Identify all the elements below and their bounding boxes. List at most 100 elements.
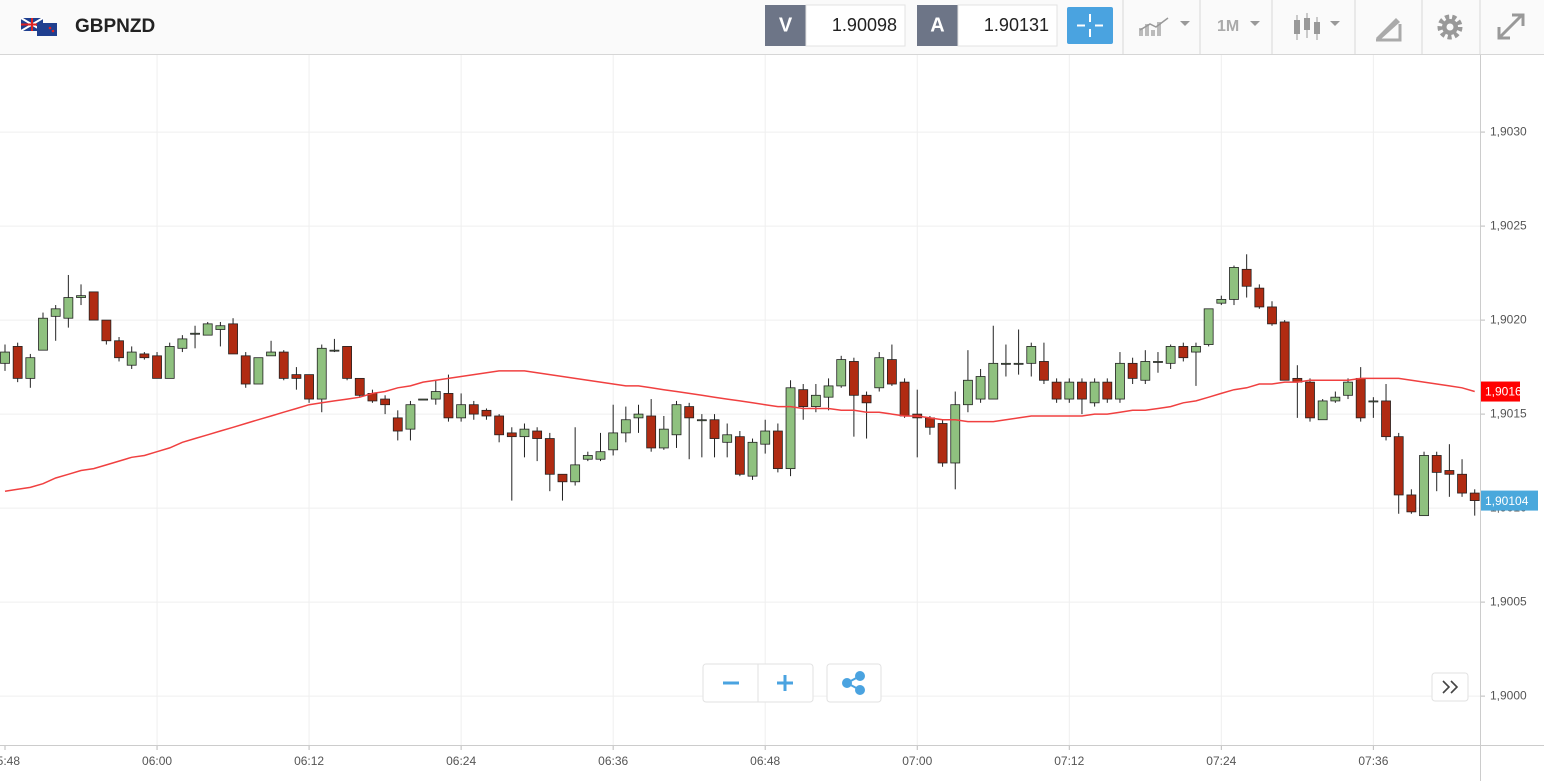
candle-body bbox=[278, 351, 289, 379]
candle-body bbox=[468, 404, 479, 415]
candle-body bbox=[1330, 396, 1341, 402]
candle-body bbox=[1431, 455, 1442, 473]
candle-body bbox=[1317, 400, 1328, 421]
settings-button[interactable] bbox=[1437, 14, 1463, 40]
candle-body bbox=[190, 332, 200, 335]
candle-body bbox=[101, 319, 112, 342]
indicator-button[interactable] bbox=[1139, 17, 1190, 36]
candle-body bbox=[304, 374, 314, 400]
candle-body bbox=[582, 455, 593, 460]
share-icon bbox=[842, 671, 865, 695]
candle-body bbox=[1279, 321, 1290, 381]
candle-body bbox=[0, 351, 10, 364]
candle-body bbox=[1444, 470, 1455, 475]
candle-body bbox=[1013, 362, 1024, 365]
candle-body bbox=[329, 349, 340, 352]
toolbar: GBPNZD V 1.90098 A 1.90131 1M bbox=[0, 0, 1544, 55]
candle-body bbox=[481, 409, 492, 417]
timeframe-button[interactable]: 1M bbox=[1217, 18, 1260, 35]
candle-body bbox=[1001, 362, 1011, 365]
plot-area: 1,90001,90051,90101,90151,90201,90251,90… bbox=[0, 55, 1544, 781]
candle-body bbox=[823, 385, 834, 398]
candle-body bbox=[63, 297, 74, 319]
bid-box bbox=[805, 4, 906, 47]
candle-body bbox=[76, 295, 86, 298]
candle-body bbox=[950, 404, 961, 464]
candle-body bbox=[887, 359, 897, 385]
candle-body bbox=[1267, 306, 1277, 325]
draw-button[interactable] bbox=[1376, 18, 1402, 42]
candle-body bbox=[266, 351, 276, 357]
candle-body bbox=[595, 451, 606, 460]
ask-price: 1.90131 bbox=[984, 15, 1049, 35]
candle-body bbox=[392, 417, 403, 432]
candle-body bbox=[620, 419, 631, 434]
candle-body bbox=[1039, 361, 1049, 381]
ma-badge-label: 1,9016 bbox=[1485, 385, 1522, 399]
candle-body bbox=[1203, 308, 1214, 345]
candle-body bbox=[1381, 400, 1391, 438]
candle-body bbox=[1343, 381, 1353, 396]
moving-average-line bbox=[4, 370, 1475, 492]
candle-body bbox=[88, 291, 99, 321]
candle-body bbox=[1393, 436, 1404, 496]
candle-body bbox=[25, 357, 36, 379]
plot-inner bbox=[0, 55, 1480, 745]
candle-body bbox=[1115, 362, 1125, 400]
x-tick-label: 05:48 bbox=[0, 754, 20, 768]
candle-body bbox=[1140, 361, 1151, 381]
x-tick-label: 07:24 bbox=[1206, 754, 1236, 768]
bid-label: V bbox=[779, 14, 793, 36]
crosshair-button[interactable] bbox=[1067, 7, 1113, 44]
candle-body bbox=[291, 374, 302, 379]
candle-body bbox=[215, 325, 226, 330]
candle-body bbox=[253, 357, 264, 385]
candle-body bbox=[861, 394, 872, 404]
zoom-in-button[interactable] bbox=[777, 675, 793, 691]
candle-body bbox=[544, 438, 555, 475]
bid-button[interactable] bbox=[765, 5, 806, 46]
separators bbox=[1122, 0, 1481, 54]
candle-body bbox=[899, 381, 910, 417]
candle-body bbox=[684, 406, 695, 419]
candle-body bbox=[202, 323, 213, 336]
candle-body bbox=[671, 404, 682, 436]
chart-type-button[interactable] bbox=[1294, 13, 1340, 40]
ask-box bbox=[957, 4, 1058, 47]
candle-body bbox=[418, 398, 429, 401]
candle-body bbox=[316, 347, 327, 400]
candle-body bbox=[342, 346, 352, 379]
candle-body bbox=[1241, 268, 1252, 287]
ask-button[interactable] bbox=[917, 5, 958, 46]
candle-body bbox=[405, 404, 416, 430]
candle-body bbox=[988, 362, 999, 400]
candle-body bbox=[139, 353, 150, 359]
candle-body bbox=[836, 359, 847, 387]
x-tick-label: 06:36 bbox=[598, 754, 628, 768]
candle-body bbox=[443, 393, 454, 419]
y-tick-label: 1,9020 bbox=[1490, 312, 1527, 326]
candle-body bbox=[1051, 381, 1062, 400]
x-tick-label: 06:00 bbox=[142, 754, 172, 768]
candle-body bbox=[734, 436, 745, 475]
candle-body bbox=[760, 430, 771, 445]
candle-body bbox=[747, 441, 758, 477]
candle-body bbox=[532, 430, 543, 439]
candle-body bbox=[1127, 362, 1138, 379]
share-button[interactable] bbox=[826, 663, 882, 703]
candle-body bbox=[506, 432, 517, 438]
candle-body bbox=[354, 377, 365, 396]
candle-body bbox=[1469, 492, 1480, 501]
candle-body bbox=[937, 423, 948, 464]
ask-label: A bbox=[930, 14, 944, 36]
candle-body bbox=[1457, 473, 1467, 494]
fullscreen-button[interactable] bbox=[1497, 13, 1525, 40]
candle-body bbox=[798, 389, 809, 407]
candle-body bbox=[1216, 299, 1227, 304]
candle-body bbox=[50, 308, 61, 317]
candle-body bbox=[772, 430, 783, 470]
y-tick-label: 1,9025 bbox=[1490, 218, 1527, 232]
candle-body bbox=[1165, 346, 1176, 364]
candle-body bbox=[152, 355, 162, 379]
candle-body bbox=[519, 428, 530, 438]
